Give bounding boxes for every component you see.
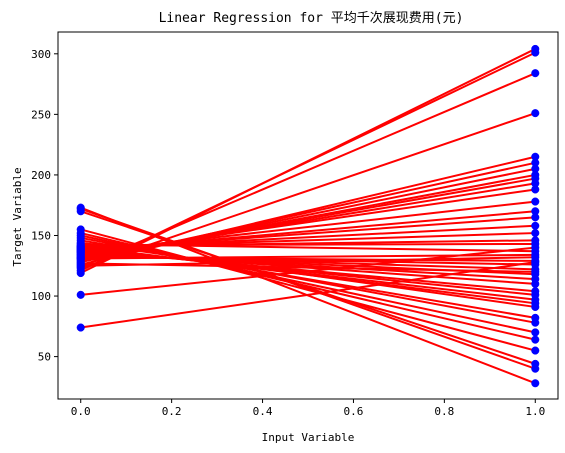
y-tick-label: 300 [31, 48, 51, 61]
data-point-41-1 [531, 267, 540, 276]
series-line-36 [80, 232, 536, 341]
data-point-3-1 [531, 48, 540, 57]
chart-title: Linear Regression for 平均千次展现费用(元) [159, 10, 464, 26]
data-point-1-0 [76, 290, 85, 299]
data-point-15-1 [531, 213, 540, 222]
data-point-36-1 [531, 335, 540, 344]
data-point-4-1 [531, 69, 540, 78]
data-point-12-1 [531, 185, 540, 194]
y-axis-label: Target Variable [11, 167, 24, 266]
x-tick-label: 0.8 [434, 405, 454, 418]
data-point-32-1 [531, 302, 540, 311]
data-point-19-1 [531, 239, 540, 249]
y-tick-label: 250 [31, 108, 51, 121]
data-point-0-0 [76, 323, 85, 332]
plot-frame [57, 31, 559, 400]
x-tick-label: 0.2 [162, 405, 182, 418]
data-point-17-1 [531, 229, 540, 238]
data-point-37-1 [531, 346, 540, 355]
axes: 0.0 0.2 0.4 0.6 0.8 1.0 50 100 150 200 250 300 [31, 48, 545, 418]
x-tick-label: 0.6 [344, 405, 364, 418]
series-line-5 [80, 112, 536, 270]
series-line-42 [80, 256, 536, 267]
series-line-33 [80, 239, 536, 319]
series-line-40 [80, 206, 536, 385]
data-point-39-1 [531, 364, 540, 373]
data-point-27-1 [531, 279, 540, 288]
x-tick-label: 0.0 [71, 405, 91, 418]
data-point-35-1 [531, 328, 540, 337]
data-point-5-1 [531, 109, 540, 118]
y-tick-label: 100 [31, 290, 51, 303]
y-tick-label: 50 [38, 351, 51, 364]
data-point-42-0 [76, 261, 85, 270]
x-tick-label: 0.4 [253, 405, 273, 418]
x-tick-label: 1.0 [525, 405, 545, 418]
data-point-16-1 [531, 221, 540, 230]
data-point-34-1 [531, 318, 540, 327]
series-line-20 [80, 242, 536, 253]
y-tick-label: 200 [31, 169, 51, 182]
data-point-40-1 [531, 379, 540, 388]
data-point-13-1 [531, 197, 540, 206]
data-point-42-1 [531, 253, 540, 262]
series-line-37 [80, 228, 536, 352]
plot-area [76, 44, 540, 388]
y-tick-label: 150 [31, 229, 51, 242]
x-axis-label: Input Variable [262, 431, 355, 444]
series-line-39 [80, 207, 536, 370]
data-point-37-0 [76, 225, 85, 234]
data-point-40-0 [76, 203, 85, 212]
